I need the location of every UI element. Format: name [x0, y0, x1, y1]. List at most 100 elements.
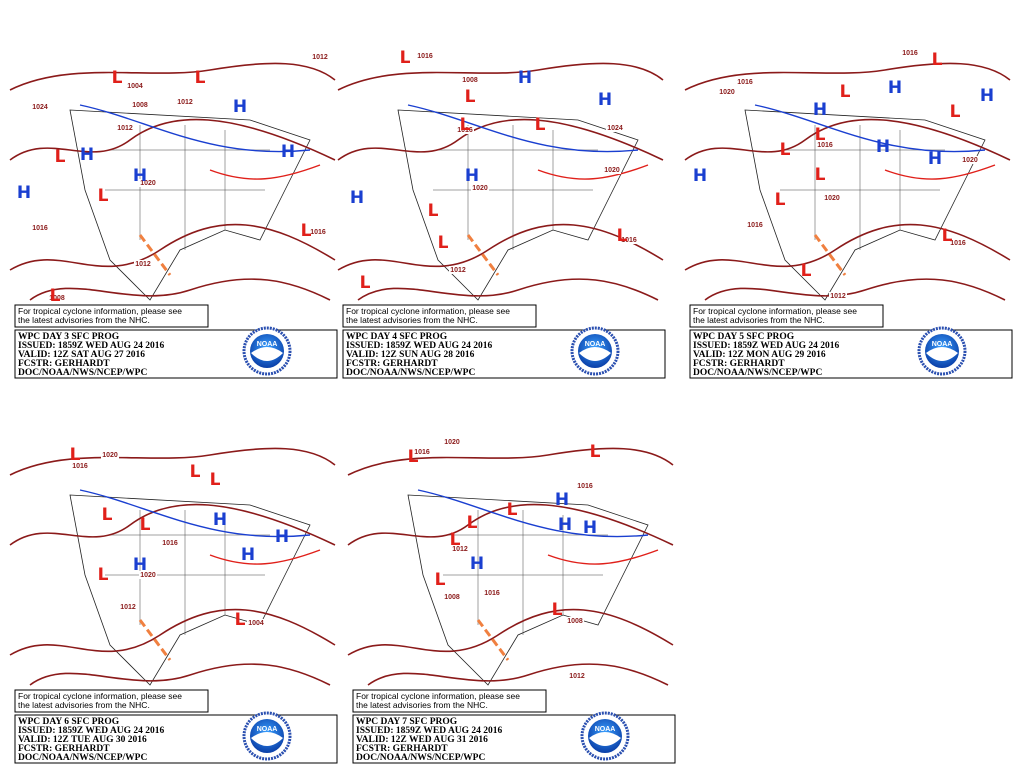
- isobar-label-bg: [471, 184, 489, 192]
- state-lines: [105, 125, 270, 250]
- warm-front: [884, 164, 996, 180]
- isobar: [9, 503, 336, 546]
- pressure-center: L: [438, 233, 449, 253]
- isobar: [357, 278, 659, 301]
- isobar-label: 1016: [737, 79, 753, 86]
- info-line: WPC DAY 7 SFC PROG: [356, 717, 458, 727]
- noaa-logo-bird: [589, 732, 621, 746]
- trough: [466, 234, 500, 276]
- pressure-center: L: [617, 226, 628, 246]
- isobar-label-bg: [119, 603, 137, 611]
- isobar-label-bg: [139, 179, 157, 187]
- cold-front: [79, 489, 311, 538]
- cold-front: [79, 104, 311, 153]
- info-line: ISSUED: 1859Z WED AUG 24 2016: [346, 341, 493, 351]
- pressure-center: L: [301, 221, 312, 241]
- isobar-label-bg: [131, 101, 149, 109]
- info-line: DOC/NOAA/NWS/NCEP/WPC: [346, 368, 475, 378]
- pressure-center: H: [233, 97, 247, 117]
- state-lines: [433, 125, 598, 250]
- isobar-label: 1016: [902, 50, 918, 57]
- pressure-center: L: [210, 470, 221, 490]
- note-line: For tropical cyclone information, please…: [18, 691, 182, 701]
- isobar-label-bg: [139, 571, 157, 579]
- info-line: FCSTR: GERHARDT: [356, 744, 448, 754]
- isobar-label: 1016: [484, 590, 500, 597]
- pressure-center: H: [583, 518, 597, 538]
- isobar-label: 1016: [417, 53, 433, 60]
- isobar-label: 1020: [472, 185, 488, 192]
- isobar-label-bg: [161, 539, 179, 547]
- pressure-center: L: [428, 201, 439, 221]
- isobar-label-bg: [461, 76, 479, 84]
- isobar-label: 1016: [72, 463, 88, 470]
- pressure-center: H: [17, 183, 31, 203]
- isobar-label: 1020: [102, 452, 118, 459]
- info-line: VALID: 12Z WED AUG 31 2016: [356, 735, 488, 745]
- pressure-center: L: [98, 186, 109, 206]
- isobar-label-bg: [31, 103, 49, 111]
- isobar-label: 1012: [135, 261, 151, 268]
- note-line: the latest advisories from the NHC.: [693, 315, 825, 325]
- cold-front: [754, 104, 986, 153]
- isobar-label-bg: [416, 52, 434, 60]
- isobar-label: 1020: [604, 167, 620, 174]
- isobar-label: 1012: [120, 604, 136, 611]
- note-box: [689, 304, 884, 328]
- pressure-center: L: [195, 68, 206, 88]
- isobar-label: 1016: [162, 540, 178, 547]
- isobar: [9, 62, 336, 91]
- trough: [476, 619, 510, 661]
- trough: [138, 234, 172, 276]
- isobar-label-bg: [736, 78, 754, 86]
- isobar-label: 1012: [117, 125, 133, 132]
- isobar-label: 1024: [32, 104, 48, 111]
- pressure-center: H: [470, 554, 484, 574]
- isobar-label: 1016: [310, 229, 326, 236]
- isobar-label: 1020: [140, 572, 156, 579]
- pressure-center: H: [80, 145, 94, 165]
- isobar-label-bg: [451, 545, 469, 553]
- pressure-center: H: [465, 166, 479, 186]
- isobar-label: 1016: [457, 127, 473, 134]
- isobar-label-bg: [718, 88, 736, 96]
- isobar-label: 1016: [621, 237, 637, 244]
- pressure-center: L: [465, 87, 476, 107]
- pressure-center: H: [555, 490, 569, 510]
- pressure-center: L: [400, 48, 411, 68]
- isobar-label: 1012: [312, 54, 328, 61]
- pressure-center: L: [112, 68, 123, 88]
- pressure-center: H: [133, 166, 147, 186]
- isobar-label: 1016: [414, 449, 430, 456]
- isobar-label: 1016: [747, 222, 763, 229]
- isobar-label: 1016: [817, 142, 833, 149]
- isobar: [9, 447, 336, 476]
- isobar: [684, 118, 1011, 161]
- pressure-center: L: [435, 570, 446, 590]
- noaa-logo-bird: [926, 347, 958, 361]
- isobar-label-bg: [949, 239, 967, 247]
- info-line: WPC DAY 5 SFC PROG: [693, 332, 795, 342]
- isobar-label: 1012: [452, 546, 468, 553]
- isobar-label-bg: [176, 98, 194, 106]
- noaa-logo-text: NOAA: [585, 341, 606, 348]
- noaa-logo-text: NOAA: [257, 341, 278, 348]
- pressure-center: L: [408, 447, 419, 467]
- note-line: the latest advisories from the NHC.: [18, 315, 150, 325]
- trough: [138, 619, 172, 661]
- isobar-label: 1012: [450, 267, 466, 274]
- pressure-center: H: [213, 510, 227, 530]
- pressure-center: H: [558, 515, 572, 535]
- isobar-label-bg: [247, 619, 265, 627]
- info-line: VALID: 12Z TUE AUG 30 2016: [18, 735, 147, 745]
- isobar-label-bg: [309, 228, 327, 236]
- info-line: VALID: 12Z MON AUG 29 2016: [693, 350, 826, 360]
- isobar: [337, 118, 664, 161]
- isobar-label: 1008: [462, 77, 478, 84]
- isobar-label: 1020: [140, 180, 156, 187]
- isobar: [29, 663, 331, 686]
